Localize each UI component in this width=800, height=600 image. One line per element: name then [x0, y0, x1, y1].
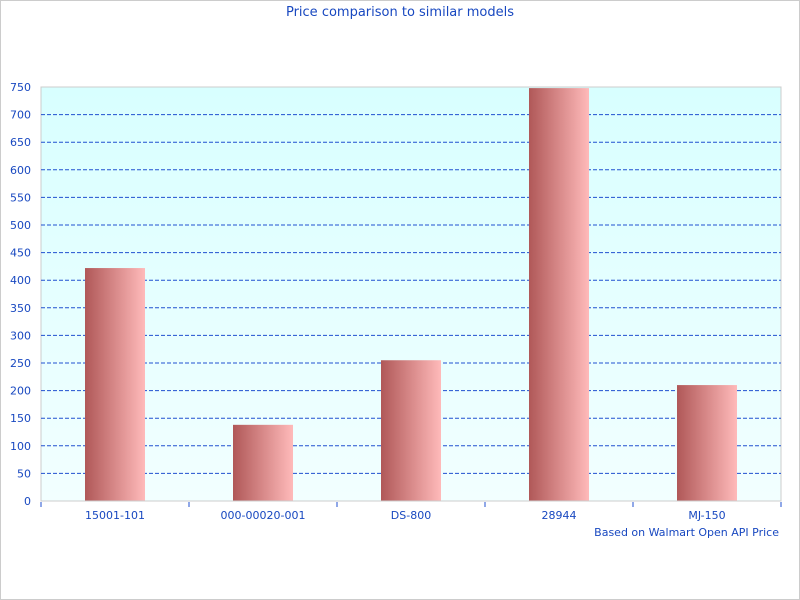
y-tick-label: 100 [10, 440, 31, 453]
chart-title: Price comparison to similar models [285, 5, 515, 20]
y-tick-label: 50 [17, 467, 31, 480]
y-tick-label: 700 [10, 109, 31, 122]
x-tick-label: MJ-150 [688, 509, 725, 522]
x-tick-label: 28944 [542, 509, 577, 522]
y-tick-label: 150 [10, 412, 31, 425]
bar [677, 385, 737, 501]
y-tick-label: 650 [10, 136, 31, 149]
y-tick-label: 300 [10, 329, 31, 342]
x-tick-label: 15001-101 [85, 509, 145, 522]
bar [381, 360, 441, 501]
y-tick-label: 550 [10, 191, 31, 204]
bar [529, 88, 589, 501]
y-tick-label: 200 [10, 385, 31, 398]
bar [85, 268, 145, 501]
x-tick-label: 000-00020-001 [221, 509, 306, 522]
y-tick-label: 750 [10, 81, 31, 94]
y-tick-label: 250 [10, 357, 31, 370]
bar [233, 424, 293, 501]
y-tick-label: 450 [10, 247, 31, 260]
y-tick-label: 400 [10, 274, 31, 287]
x-tick-label: DS-800 [391, 509, 431, 522]
y-tick-label: 0 [24, 495, 31, 508]
y-tick-label: 600 [10, 164, 31, 177]
x-axis-label: Based on Walmart Open API Price [594, 526, 779, 539]
y-tick-label: 350 [10, 302, 31, 315]
y-tick-label: 500 [10, 219, 31, 232]
